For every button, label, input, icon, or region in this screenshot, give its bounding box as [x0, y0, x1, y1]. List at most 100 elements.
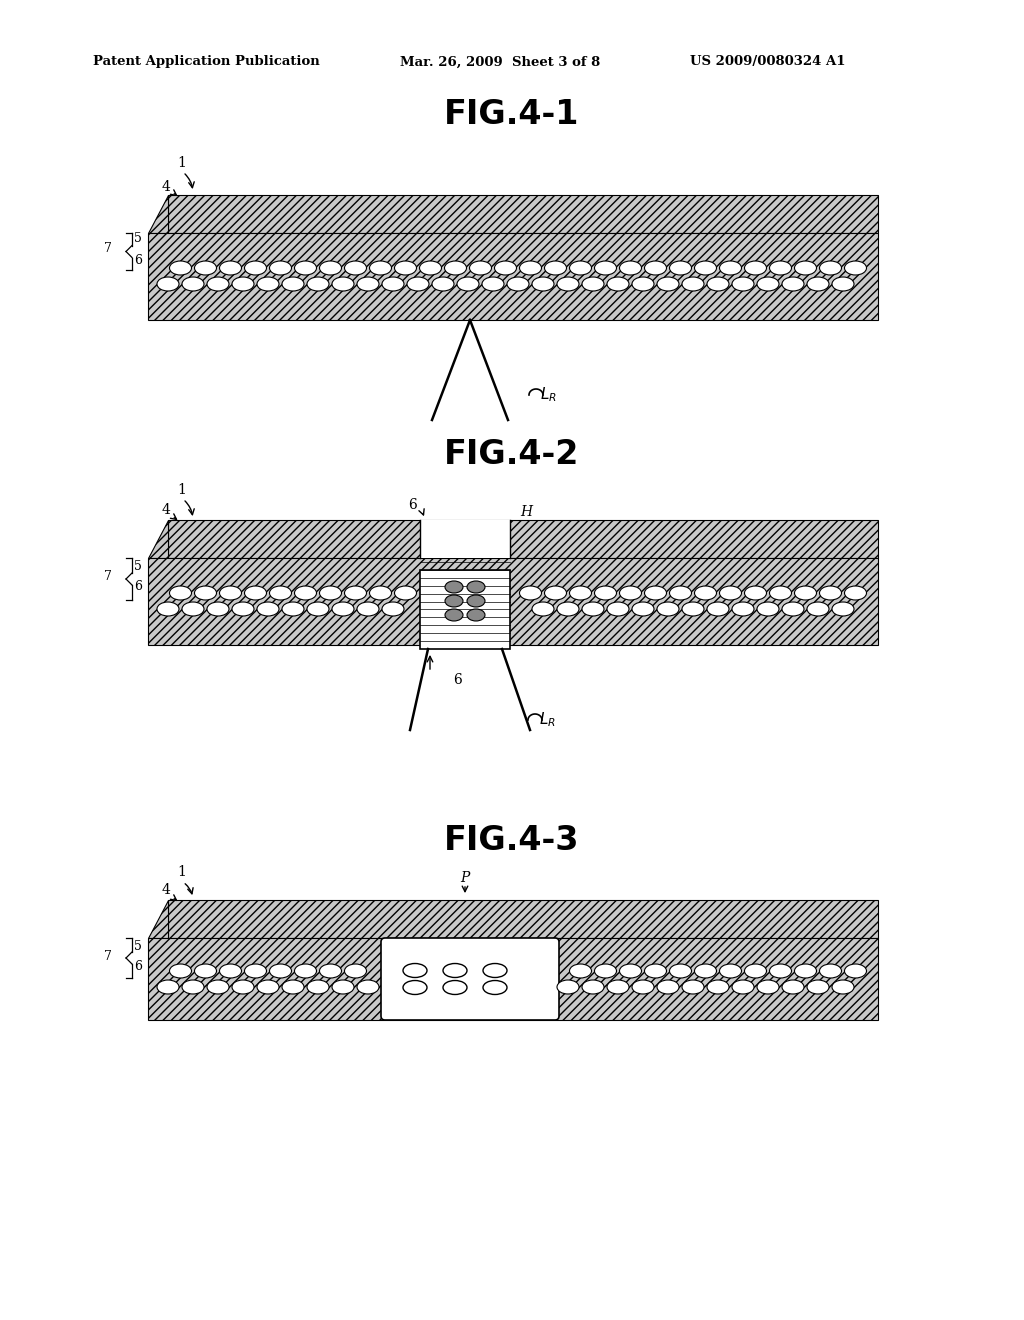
Ellipse shape: [420, 261, 441, 275]
Ellipse shape: [595, 261, 616, 275]
Ellipse shape: [370, 261, 391, 275]
Ellipse shape: [444, 261, 467, 275]
Ellipse shape: [569, 586, 592, 601]
Ellipse shape: [307, 277, 329, 290]
Ellipse shape: [795, 586, 816, 601]
Ellipse shape: [295, 261, 316, 275]
Bar: [168, 520, 878, 558]
Ellipse shape: [732, 277, 754, 290]
Ellipse shape: [295, 586, 316, 601]
Text: 6: 6: [408, 498, 417, 512]
Ellipse shape: [507, 277, 529, 290]
Ellipse shape: [632, 277, 654, 290]
Ellipse shape: [295, 964, 316, 978]
Text: Patent Application Publication: Patent Application Publication: [93, 55, 319, 69]
Ellipse shape: [807, 979, 829, 994]
Ellipse shape: [483, 964, 507, 978]
Ellipse shape: [744, 586, 767, 601]
Ellipse shape: [445, 595, 463, 607]
Ellipse shape: [357, 602, 379, 616]
Text: US 2009/0080324 A1: US 2009/0080324 A1: [690, 55, 846, 69]
Bar: [168, 195, 878, 234]
Ellipse shape: [682, 979, 705, 994]
Ellipse shape: [694, 586, 717, 601]
Ellipse shape: [219, 586, 242, 601]
Text: 5: 5: [134, 560, 142, 573]
Ellipse shape: [432, 277, 454, 290]
Ellipse shape: [170, 586, 191, 601]
Ellipse shape: [519, 261, 542, 275]
Text: 6: 6: [134, 579, 142, 593]
Ellipse shape: [732, 602, 754, 616]
Ellipse shape: [232, 277, 254, 290]
Ellipse shape: [207, 979, 229, 994]
Polygon shape: [148, 900, 168, 939]
Text: 5: 5: [134, 232, 142, 246]
Ellipse shape: [269, 586, 292, 601]
Ellipse shape: [445, 581, 463, 593]
Ellipse shape: [382, 602, 404, 616]
Ellipse shape: [207, 277, 229, 290]
Ellipse shape: [757, 277, 779, 290]
Ellipse shape: [644, 586, 667, 601]
Text: 1: 1: [177, 483, 186, 498]
Ellipse shape: [394, 586, 417, 601]
Ellipse shape: [845, 964, 866, 978]
Ellipse shape: [245, 964, 266, 978]
Ellipse shape: [245, 261, 266, 275]
Ellipse shape: [845, 261, 866, 275]
Ellipse shape: [657, 979, 679, 994]
Ellipse shape: [782, 277, 804, 290]
Text: $L_R$: $L_R$: [540, 385, 557, 404]
Ellipse shape: [157, 277, 179, 290]
Ellipse shape: [344, 586, 367, 601]
Ellipse shape: [207, 602, 229, 616]
Ellipse shape: [394, 261, 417, 275]
Ellipse shape: [782, 979, 804, 994]
Text: 1: 1: [177, 865, 186, 879]
Ellipse shape: [545, 586, 566, 601]
Ellipse shape: [545, 261, 566, 275]
Ellipse shape: [519, 586, 542, 601]
Ellipse shape: [532, 602, 554, 616]
Ellipse shape: [819, 964, 842, 978]
Text: P: P: [460, 871, 469, 884]
Ellipse shape: [831, 979, 854, 994]
Ellipse shape: [757, 602, 779, 616]
Ellipse shape: [319, 261, 341, 275]
Ellipse shape: [282, 979, 304, 994]
Ellipse shape: [582, 602, 604, 616]
Bar: [148, 558, 878, 645]
Ellipse shape: [232, 602, 254, 616]
Text: FIG.4-2: FIG.4-2: [444, 438, 580, 471]
Ellipse shape: [195, 586, 216, 601]
Ellipse shape: [557, 602, 579, 616]
Ellipse shape: [670, 261, 691, 275]
Ellipse shape: [720, 586, 741, 601]
Ellipse shape: [403, 964, 427, 978]
Text: FIG.4-1: FIG.4-1: [444, 99, 580, 132]
Ellipse shape: [195, 964, 216, 978]
Text: $L_R$: $L_R$: [539, 710, 556, 730]
Bar: [420, 570, 510, 649]
Bar: [148, 234, 878, 319]
Text: H: H: [520, 506, 532, 519]
Ellipse shape: [319, 964, 341, 978]
Text: 1: 1: [177, 156, 186, 170]
Ellipse shape: [332, 979, 354, 994]
Ellipse shape: [332, 277, 354, 290]
Text: 6: 6: [134, 253, 142, 267]
Ellipse shape: [744, 964, 767, 978]
Ellipse shape: [607, 979, 629, 994]
Text: 4: 4: [162, 883, 171, 898]
Ellipse shape: [232, 979, 254, 994]
Text: 4: 4: [162, 503, 171, 517]
Ellipse shape: [595, 586, 616, 601]
Text: 6: 6: [453, 673, 462, 686]
Ellipse shape: [845, 586, 866, 601]
Ellipse shape: [382, 277, 404, 290]
Ellipse shape: [620, 261, 641, 275]
Ellipse shape: [282, 602, 304, 616]
Ellipse shape: [319, 586, 341, 601]
Ellipse shape: [769, 586, 792, 601]
